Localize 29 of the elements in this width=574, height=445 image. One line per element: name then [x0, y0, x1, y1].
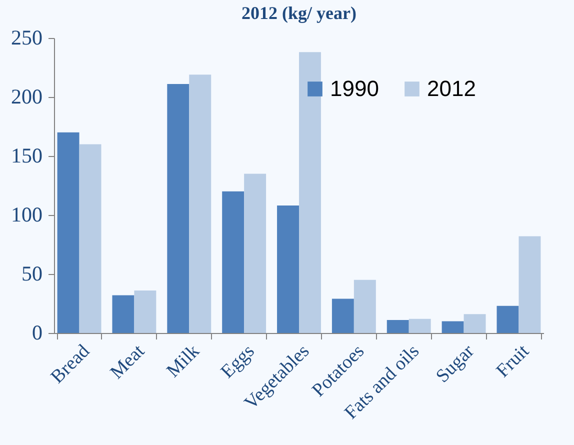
bar: [299, 52, 321, 333]
y-tick-label: 250: [11, 26, 42, 50]
x-tick-label: Milk: [162, 340, 204, 382]
y-tick-label: 100: [11, 202, 42, 226]
bar: [464, 314, 486, 333]
bar: [496, 306, 519, 333]
bar: [57, 132, 80, 333]
bar: [408, 318, 431, 333]
bar: [167, 84, 190, 333]
y-tick-label: 50: [22, 262, 42, 286]
y-tick-label: 200: [11, 84, 42, 108]
bar: [134, 290, 156, 333]
bar: [332, 298, 354, 333]
legend-label: 2012: [427, 76, 476, 101]
bar: [386, 320, 409, 333]
bar: [354, 280, 376, 333]
legend-label: 1990: [330, 76, 379, 101]
bar: [518, 236, 541, 333]
bar: [442, 321, 464, 333]
bar: [189, 74, 212, 333]
chart-title: 2012 (kg/ year): [242, 3, 356, 23]
y-tick-label: 150: [11, 144, 42, 168]
x-tick-label: Fruit: [492, 340, 534, 382]
bar: [277, 206, 299, 333]
bar: [222, 191, 244, 333]
bar: [79, 144, 102, 333]
bar: [112, 295, 134, 333]
y-tick-label: 0: [32, 320, 42, 344]
bar: [244, 174, 266, 333]
